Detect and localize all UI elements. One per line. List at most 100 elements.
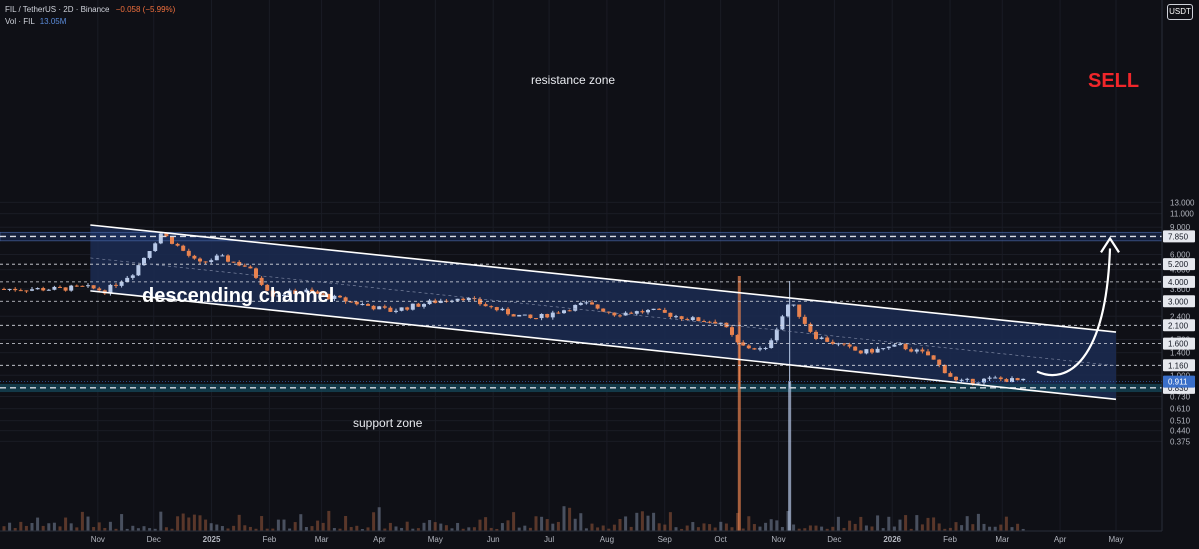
volume-bar	[461, 528, 465, 531]
volume-bar	[215, 524, 219, 531]
volume-bar	[86, 516, 90, 531]
volume-bar	[685, 525, 689, 531]
volume-bar	[24, 525, 28, 531]
volume-bar	[125, 528, 129, 531]
time-tick-label: Apr	[373, 535, 386, 544]
volume-bar	[478, 519, 482, 531]
level-label: 0.830	[1168, 384, 1189, 393]
candle-body	[629, 312, 634, 314]
volume-bar	[484, 517, 488, 531]
volume-bar	[500, 523, 504, 531]
candle-body	[954, 376, 958, 381]
candle-body	[791, 304, 796, 306]
candle-body	[287, 290, 292, 295]
candle-body	[696, 317, 701, 322]
volume-bar	[299, 514, 303, 531]
candle-body	[539, 314, 544, 319]
candle-body	[802, 316, 807, 324]
volume-bar	[747, 516, 751, 531]
candle-body	[461, 298, 466, 301]
volume-bar	[618, 518, 622, 531]
candle-body	[259, 277, 264, 285]
candle-body	[942, 364, 947, 374]
time-tick-label: Jul	[544, 535, 554, 544]
volume-bar	[372, 512, 376, 531]
candle-body	[30, 289, 34, 291]
candle-body	[136, 265, 141, 276]
volume-bar	[982, 523, 986, 531]
volume-bar	[254, 528, 258, 531]
candle-body	[937, 359, 942, 365]
volume-bar	[30, 523, 34, 531]
volume-bar	[859, 516, 863, 531]
volume-bar	[528, 527, 532, 531]
volume-bar	[573, 518, 577, 531]
candle-body	[718, 322, 723, 324]
candle-body	[903, 343, 908, 350]
volume-header[interactable]: Vol · FIL 13.05M	[5, 17, 66, 26]
volume-bar	[495, 528, 499, 531]
volume-bar	[943, 528, 947, 531]
volume-bar	[752, 524, 756, 531]
candle-body	[976, 382, 981, 384]
price-tick-label: 13.000	[1170, 198, 1195, 207]
symbol-header[interactable]: FIL / TetherUS · 2D · Binance −0.058 (−5…	[5, 5, 175, 14]
candle-body	[46, 289, 51, 291]
volume-bar	[92, 527, 96, 531]
candle-body	[758, 348, 762, 350]
volume-bar	[271, 528, 275, 531]
volume-bar	[321, 522, 325, 531]
candle-body	[147, 251, 152, 258]
candle-body	[7, 288, 12, 290]
candle-body	[130, 275, 135, 278]
volume-bar	[691, 522, 695, 531]
price-change: −0.058 (−5.99%)	[115, 5, 176, 14]
volume-bar	[444, 525, 448, 531]
volume-bar	[898, 519, 902, 531]
volume-bar	[209, 523, 213, 531]
volume-bar	[831, 526, 835, 531]
candle-body	[517, 314, 522, 317]
channel-lower-line	[90, 290, 1117, 401]
candle-body	[427, 300, 432, 305]
volume-bar	[506, 520, 510, 531]
candle-body	[91, 285, 96, 289]
volume-bar	[187, 517, 191, 531]
currency-button[interactable]: USDT	[1167, 4, 1193, 20]
volume-bar	[181, 513, 185, 531]
volume-bar	[976, 513, 980, 531]
candle-body	[438, 300, 443, 303]
volume-bar	[248, 526, 252, 531]
volume-bar	[293, 522, 297, 531]
candle-body	[562, 310, 566, 314]
price-tick-label: 0.440	[1170, 427, 1191, 436]
volume-bar	[489, 527, 493, 531]
channel-area	[90, 224, 1116, 400]
volume-bar	[400, 527, 404, 531]
time-tick-label: Dec	[147, 535, 161, 544]
volume-bar	[176, 516, 180, 531]
level-label-box	[1163, 337, 1195, 350]
candle-body	[959, 379, 964, 381]
candle-body	[326, 294, 331, 299]
volume-bar	[579, 513, 583, 531]
candle-body	[657, 308, 662, 310]
volume-bar	[708, 524, 712, 531]
volume-bar	[327, 510, 331, 531]
volume-bar	[848, 520, 852, 531]
volume-bar	[680, 528, 684, 531]
volume-bar	[467, 527, 471, 531]
price-axis[interactable]: 13.00011.0009.0006.0004.8003.6002.4001.7…	[1163, 198, 1195, 446]
time-axis[interactable]: Nov Dec 2025 Feb Mar Apr May Jun Jul Aug Sep Oct Nov…	[91, 535, 1124, 544]
volume-bar	[971, 524, 975, 531]
volume-value: 13.05M	[39, 17, 67, 26]
candle-body	[1010, 378, 1014, 383]
candle-body	[998, 377, 1003, 380]
volume-bar	[948, 527, 952, 531]
candle-body	[321, 293, 326, 295]
volume-bar	[131, 525, 135, 531]
candle-body	[651, 308, 656, 310]
time-tick-label: Oct	[714, 535, 727, 544]
candle-body	[679, 316, 684, 320]
